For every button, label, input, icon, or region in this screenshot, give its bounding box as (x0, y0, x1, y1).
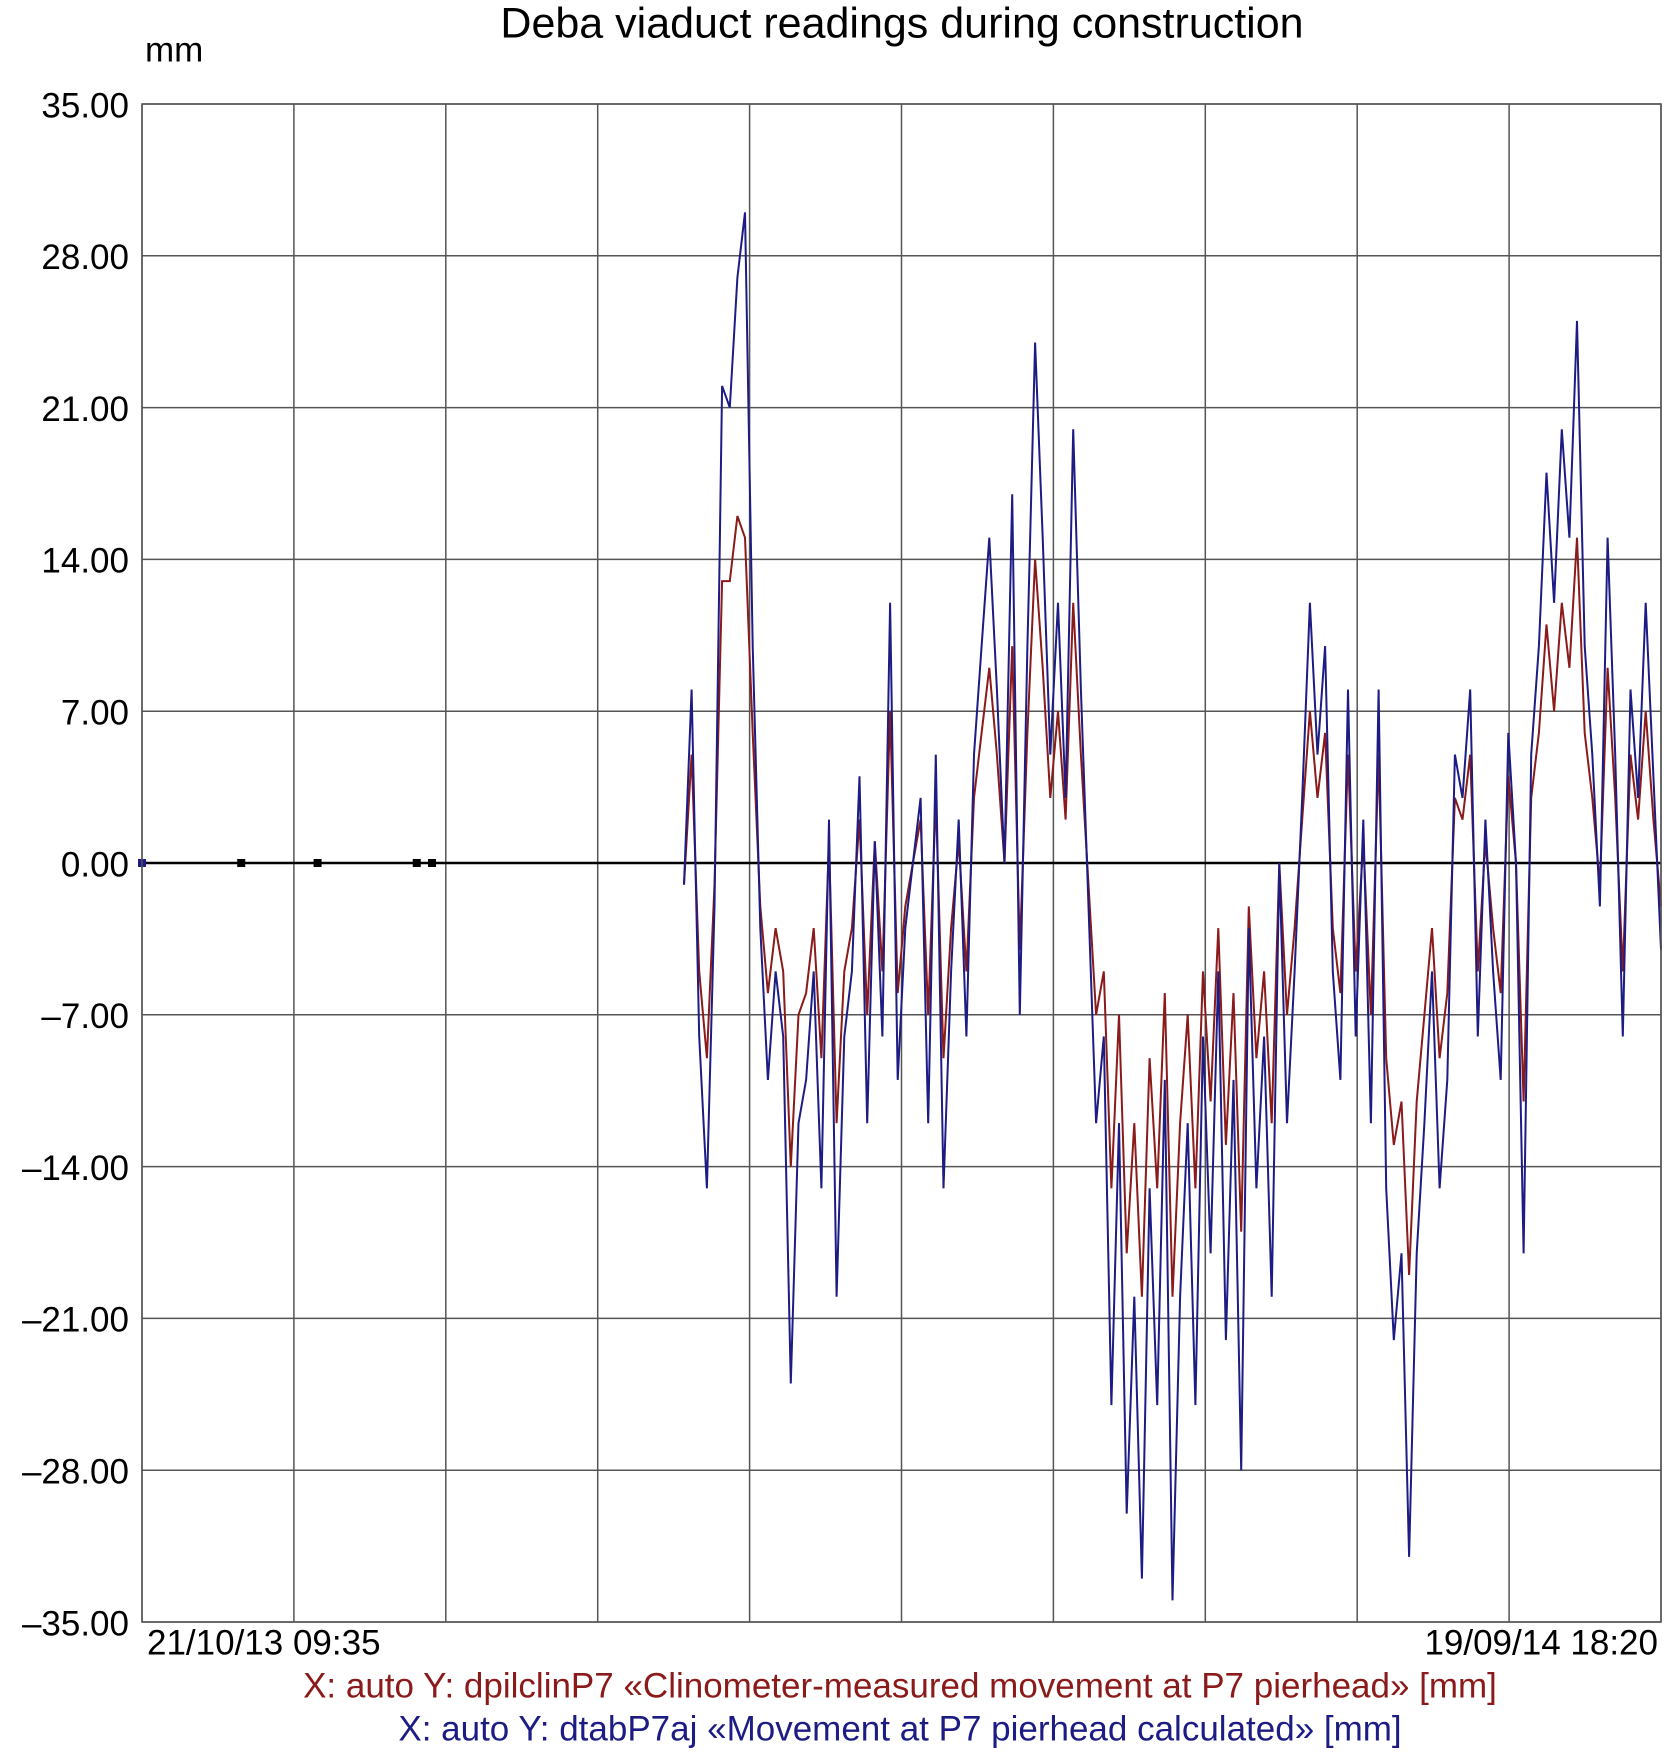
y-tick-label: –7.00 (41, 997, 129, 1036)
legend-entry: X: auto Y: dtabP7aj «Movement at P7 pier… (398, 1709, 1401, 1748)
x-tick-label: 19/09/14 18:20 (1424, 1623, 1658, 1662)
y-tick-label: 21.00 (41, 390, 129, 429)
point (237, 859, 246, 867)
y-tick-label: 28.00 (41, 238, 129, 277)
point (412, 859, 421, 867)
series-line (683, 212, 1662, 1601)
point (313, 859, 322, 867)
y-axis-label: mm (145, 30, 203, 69)
point (428, 859, 437, 867)
y-tick-label: 0.00 (61, 845, 129, 884)
y-tick-label: 7.00 (61, 693, 129, 732)
x-tick-label: 21/10/13 09:35 (147, 1623, 381, 1662)
y-tick-label: –14.00 (22, 1149, 129, 1188)
chart-title: Deba viaduct readings during constructio… (500, 0, 1303, 47)
y-tick-label: –35.00 (22, 1604, 129, 1643)
y-tick-label: 14.00 (41, 542, 129, 581)
series-line (683, 515, 1662, 1297)
plot-frame (141, 103, 1662, 1623)
y-tick-label: –21.00 (22, 1301, 129, 1340)
y-tick-label: 35.00 (41, 86, 129, 125)
y-tick-label: –28.00 (22, 1452, 129, 1491)
legend-entry: X: auto Y: dpilclinP7 «Clinometer-measur… (303, 1666, 1497, 1705)
